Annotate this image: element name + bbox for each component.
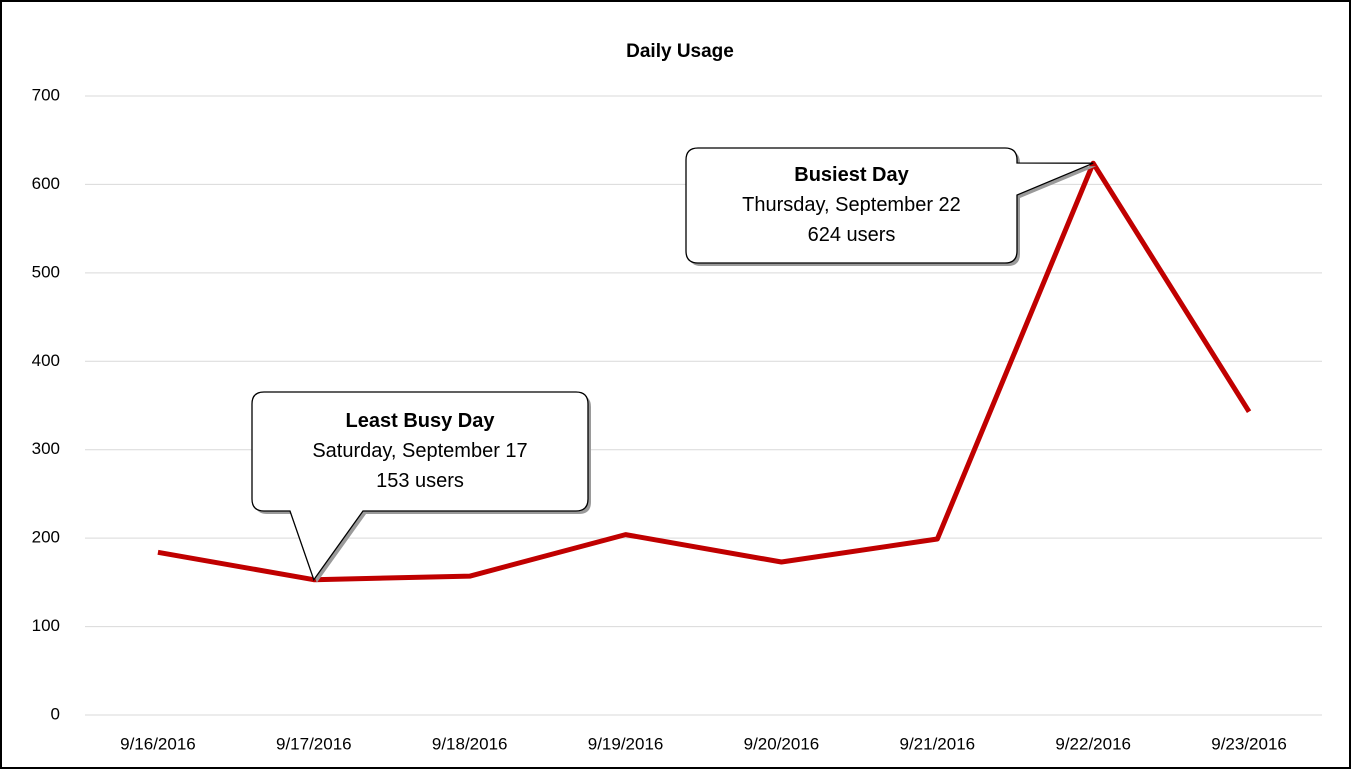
y-tick-label: 700 [32, 85, 60, 104]
callout-text: Saturday, September 17 [312, 440, 527, 462]
x-tick-label: 9/23/2016 [1211, 734, 1287, 753]
y-tick-label: 400 [32, 351, 60, 370]
callout-text: 153 users [376, 470, 464, 492]
y-tick-label: 100 [32, 616, 60, 635]
callout-text: 624 users [808, 224, 896, 246]
callout-title: Least Busy Day [346, 410, 496, 432]
callout-box [685, 147, 1094, 264]
y-tick-label: 600 [32, 174, 60, 193]
x-tick-label: 9/16/2016 [120, 734, 196, 753]
line-series [157, 160, 1252, 583]
callout-box [251, 391, 589, 582]
x-tick-label: 9/20/2016 [744, 734, 820, 753]
y-tick-label: 0 [51, 704, 60, 723]
y-tick-label: 500 [32, 262, 60, 281]
x-tick-label: 9/21/2016 [899, 734, 975, 753]
callout-title: Busiest Day [794, 164, 909, 186]
x-tick-label: 9/18/2016 [432, 734, 508, 753]
callout-text: Thursday, September 22 [742, 194, 961, 216]
x-tick-label: 9/17/2016 [276, 734, 352, 753]
y-tick-label: 200 [32, 528, 60, 547]
x-tick-label: 9/22/2016 [1055, 734, 1131, 753]
chart-title: Daily Usage [626, 41, 734, 62]
x-tick-label: 9/19/2016 [588, 734, 664, 753]
y-tick-label: 300 [32, 439, 60, 458]
